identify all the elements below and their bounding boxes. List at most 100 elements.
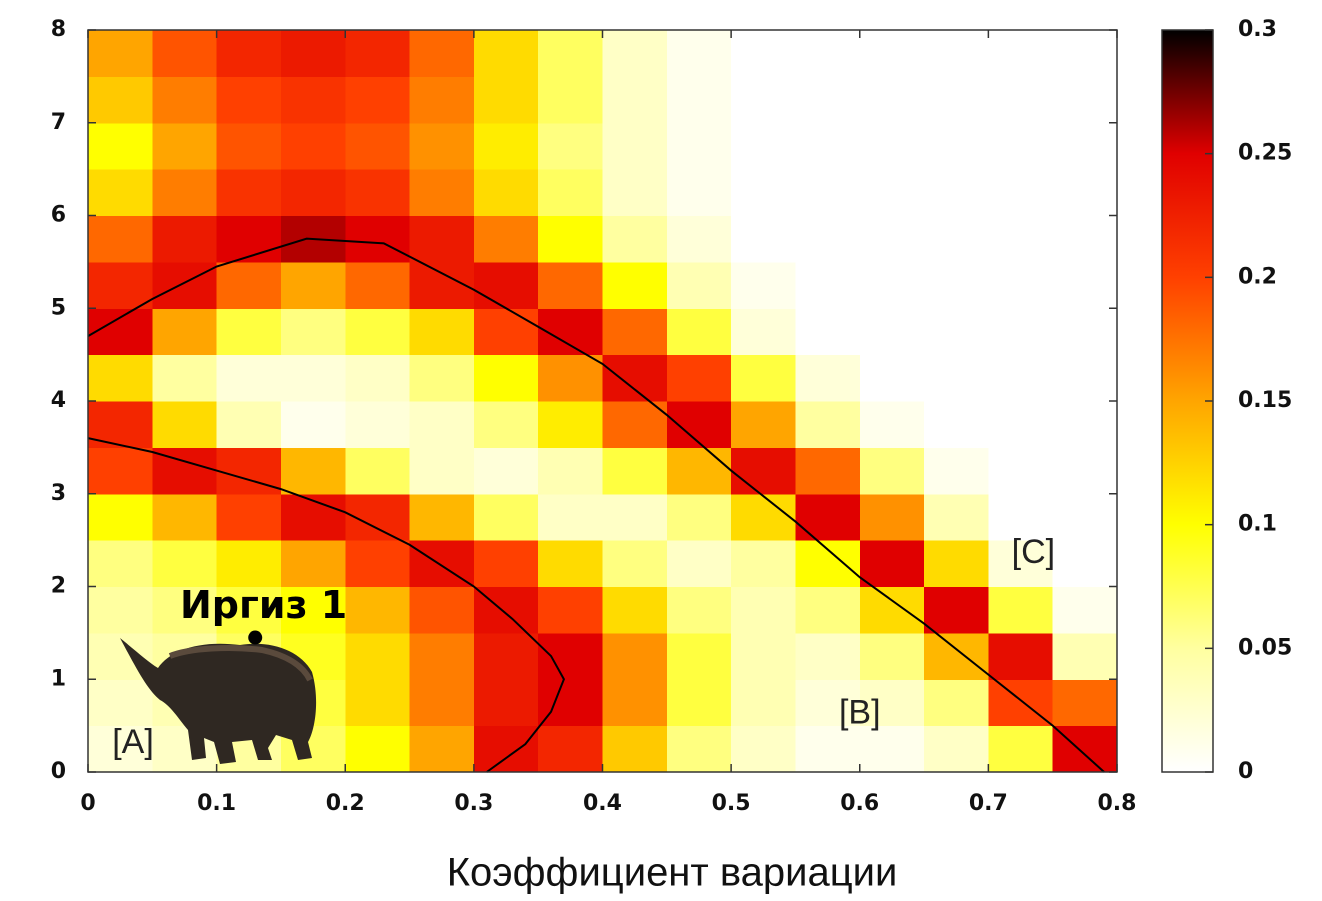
overlay: Коэффициент вариации 0 0.1 0.2 0.3 0.4 0.5 0.6… [51, 17, 1293, 895]
heat-cell [731, 725, 796, 773]
point-label: Иргиз 1 [180, 583, 347, 627]
heat-cell [409, 76, 475, 124]
heat-cell [473, 122, 539, 170]
heat-cell [409, 308, 475, 356]
heat-cell [924, 447, 989, 495]
rhino-fur [168, 645, 313, 682]
heat-cell [1052, 632, 1118, 680]
heat-cell [1052, 354, 1118, 402]
region-label: [B] [839, 693, 881, 731]
heat-cell [1052, 401, 1118, 448]
heat-cell [88, 122, 153, 170]
heat-cell [88, 725, 153, 773]
heat-cell [216, 354, 282, 402]
heat-cell [538, 401, 603, 448]
heat-cell [924, 493, 989, 541]
heat-cell [988, 76, 1054, 124]
heat-cell [988, 30, 1054, 77]
heat-cell [795, 354, 861, 402]
heat-cell [152, 493, 218, 541]
heat-cell [152, 215, 218, 263]
heat-cell [859, 493, 925, 541]
heat-cell [1052, 30, 1118, 77]
heat-cell [152, 76, 218, 124]
heat-cell [795, 122, 861, 170]
heat-cell [1052, 725, 1118, 773]
heat-cell [538, 493, 603, 541]
heat-cell [666, 632, 732, 680]
heat-cell [409, 632, 475, 680]
heat-cell [859, 261, 925, 309]
heat-cell [1052, 447, 1118, 495]
heat-cell [859, 401, 925, 448]
x-tick-label: 0 [80, 791, 95, 816]
heat-cell [924, 215, 989, 263]
heat-cell [859, 354, 925, 402]
y-tick-label: 4 [51, 388, 66, 413]
heat-cell [409, 30, 475, 77]
heat-cell [602, 540, 668, 587]
heat-cell [859, 679, 925, 727]
x-tick-label: 0.1 [197, 791, 236, 816]
heat-cell [988, 493, 1054, 541]
heat-cell [216, 76, 282, 124]
heat-cell [152, 261, 218, 309]
heat-cell [345, 261, 411, 309]
heat-cell [538, 122, 603, 170]
heat-cell [216, 586, 282, 634]
heat-cell [409, 586, 475, 634]
heat-cell [345, 76, 411, 124]
heat-cell [1052, 586, 1118, 634]
heat-cell [859, 586, 925, 634]
y-tick-label: 1 [51, 666, 66, 691]
heat-cell [409, 401, 475, 448]
heat-cell [602, 30, 668, 77]
colorbar [1161, 29, 1214, 773]
heat-cell [859, 632, 925, 680]
heat-cell [666, 76, 732, 124]
heat-cell [345, 30, 411, 77]
heat-cell [731, 679, 796, 727]
heat-cell [988, 447, 1054, 495]
y-tick-label: 2 [51, 574, 66, 599]
heat-cell [924, 540, 989, 587]
heat-cell [924, 586, 989, 634]
heat-cell [731, 540, 796, 587]
heat-cell [666, 725, 732, 773]
heat-cell [152, 540, 218, 587]
heat-cell [280, 586, 346, 634]
heat-cell [345, 401, 411, 448]
heat-cell [602, 308, 668, 356]
heat-cell [409, 493, 475, 541]
heat-cell [409, 122, 475, 170]
colorbar-tick-label: 0.2 [1238, 264, 1277, 289]
heat-cell [795, 215, 861, 263]
heat-cell [988, 122, 1054, 170]
heat-cell [859, 447, 925, 495]
heat-cell [859, 540, 925, 587]
heat-cell [345, 215, 411, 263]
heat-cell [473, 308, 539, 356]
heat-cell [988, 169, 1054, 216]
heat-cell [988, 261, 1054, 309]
heat-cell [473, 679, 539, 727]
heat-cell [602, 401, 668, 448]
heat-cell [602, 215, 668, 263]
heat-cell [216, 169, 282, 216]
heat-cell [538, 215, 603, 263]
heat-cell [731, 493, 796, 541]
heat-cell [216, 30, 282, 77]
heat-cell [795, 447, 861, 495]
heat-cell [345, 632, 411, 680]
heat-cell [473, 261, 539, 309]
heat-cell [473, 215, 539, 263]
heat-cell [988, 308, 1054, 356]
heat-cell [731, 354, 796, 402]
heat-cell [152, 401, 218, 448]
heat-cell [924, 401, 989, 448]
heat-cell [152, 308, 218, 356]
heat-cell [88, 30, 153, 77]
y-tick-label: 8 [51, 17, 66, 42]
heat-cell [602, 447, 668, 495]
heat-cell [795, 586, 861, 634]
